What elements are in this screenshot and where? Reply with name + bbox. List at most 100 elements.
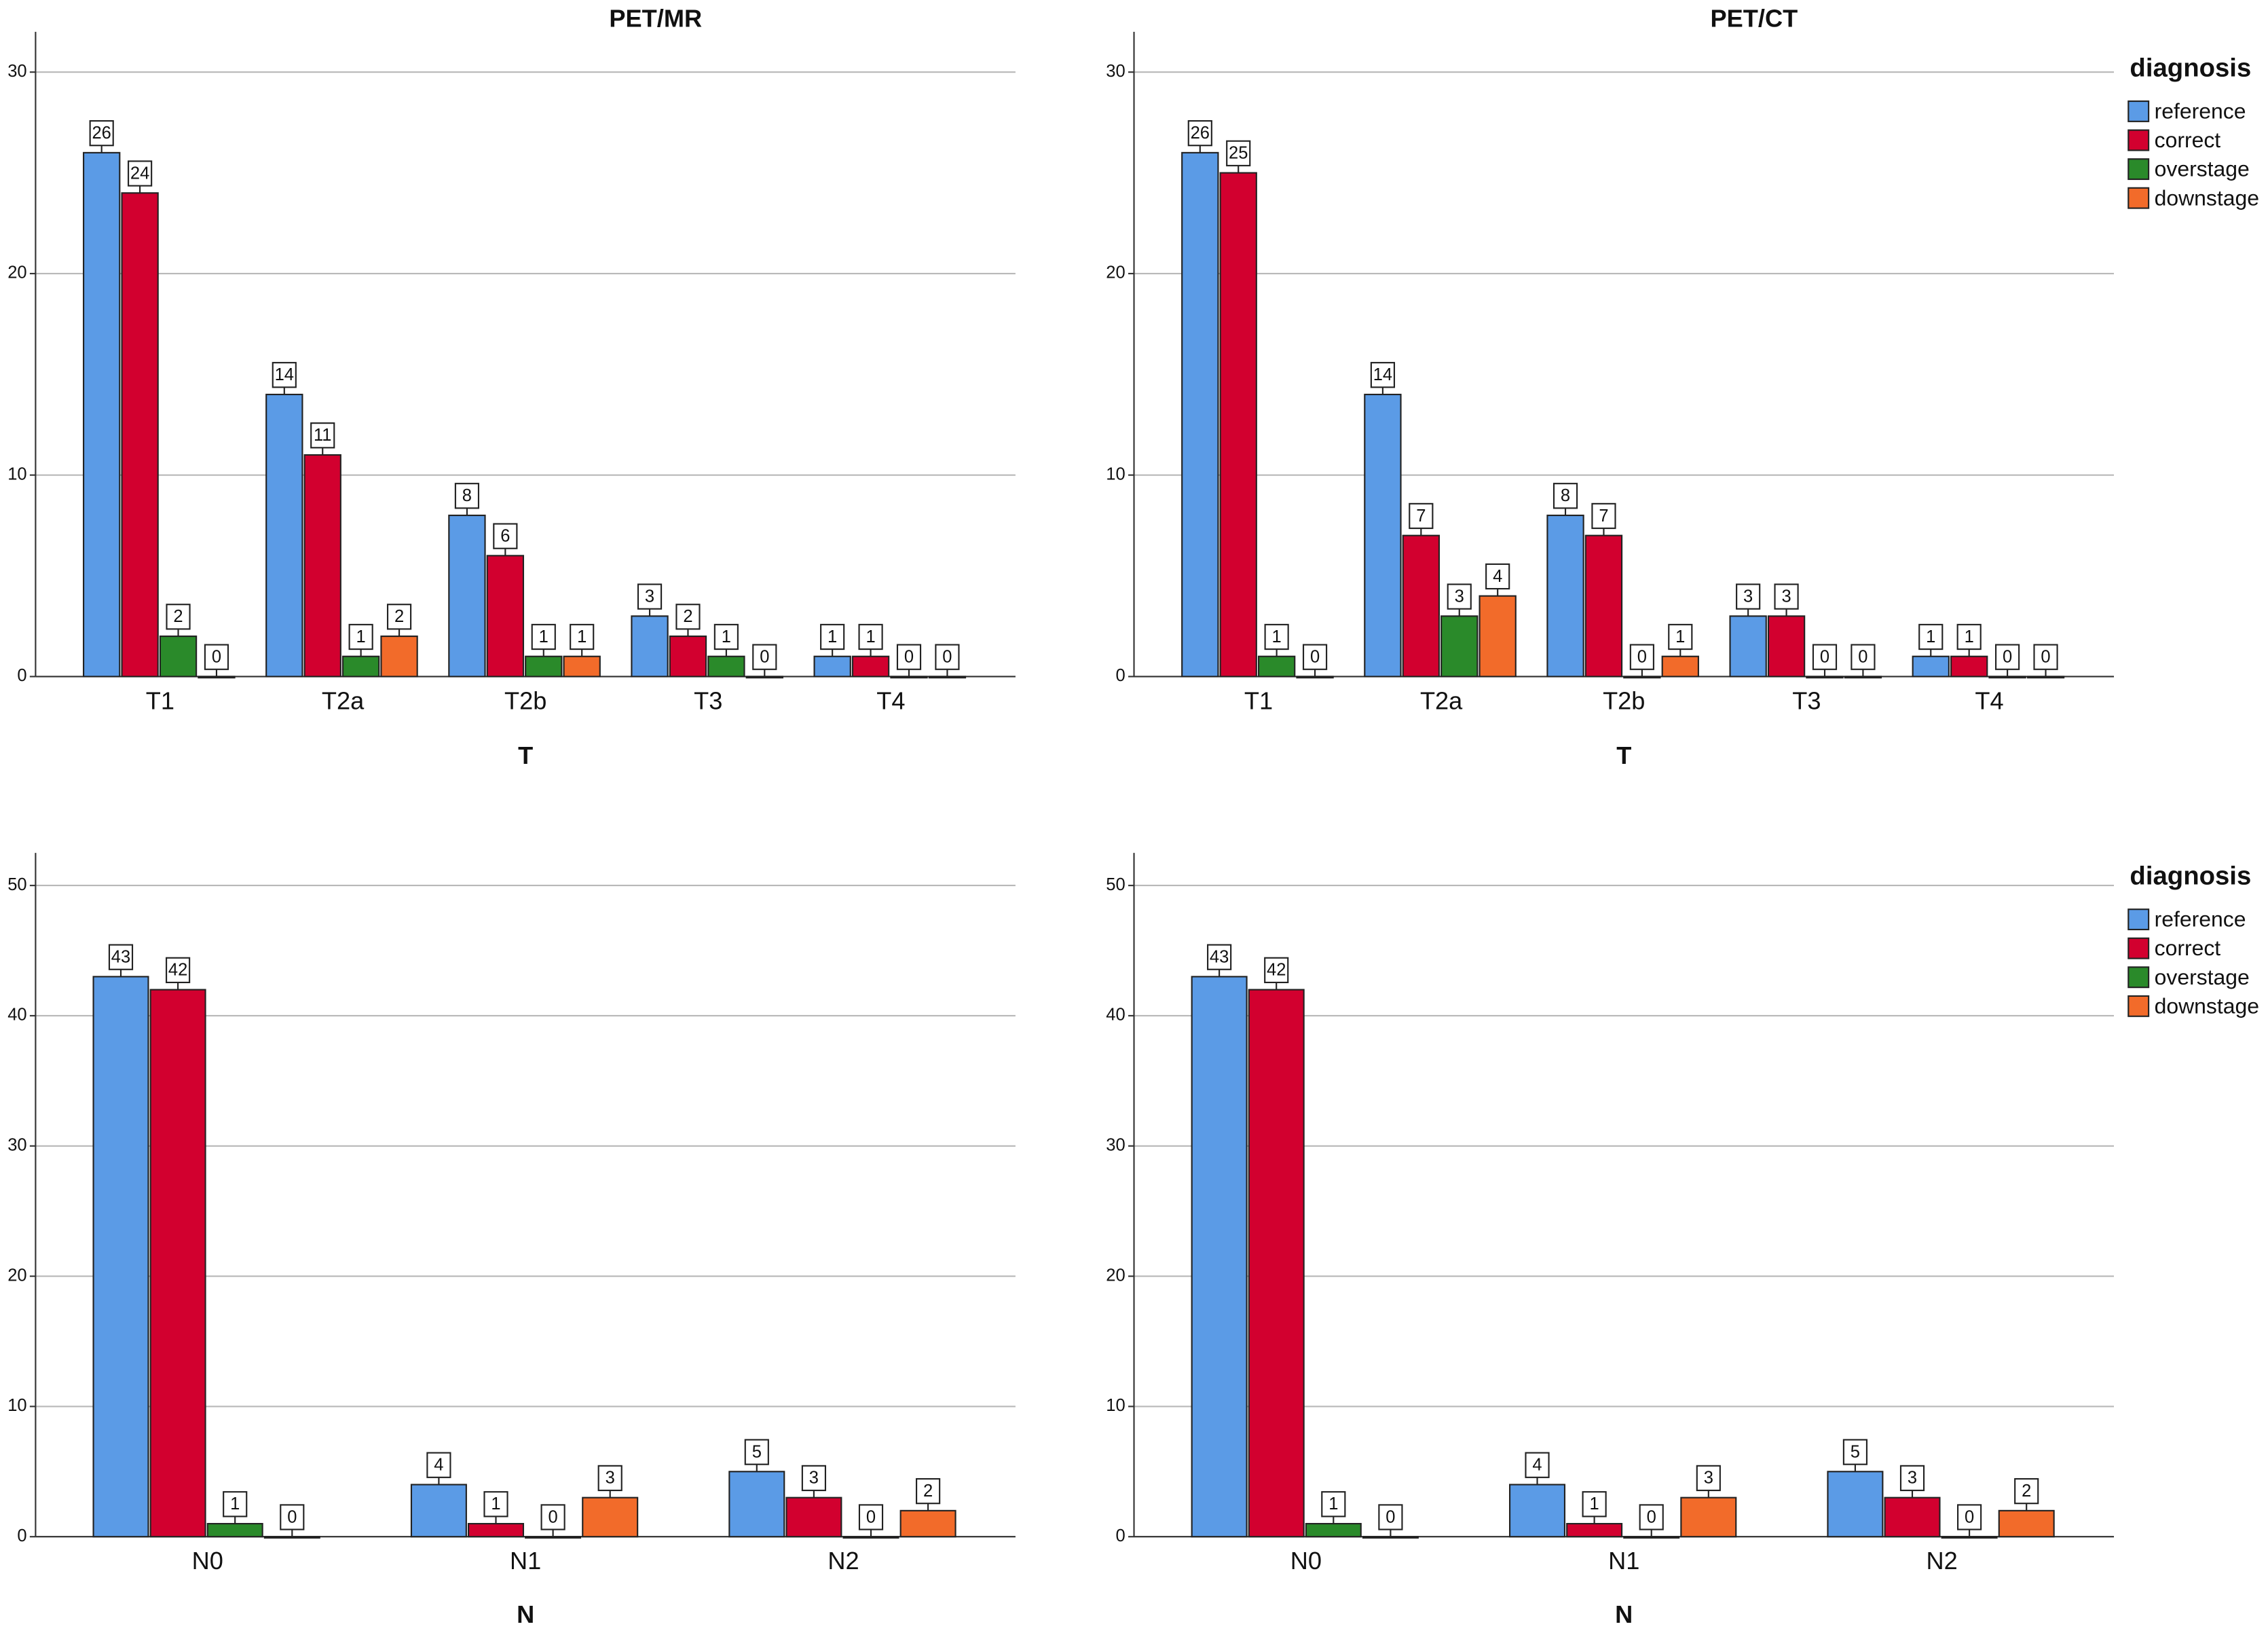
value-label: 8 [1561,486,1570,505]
legend-title: diagnosis [2130,861,2251,890]
bar [707,655,745,678]
legend-swatch [2127,937,2150,959]
x-tick-label: N1 [1608,1547,1639,1575]
value-label: 43 [1210,947,1229,966]
bar [1998,1509,2055,1538]
value-label: 0 [1965,1507,1974,1526]
value-label: 11 [314,426,332,445]
bar [1844,676,1882,679]
bar [198,676,236,679]
value-label: 25 [1229,144,1248,163]
value-label: 2 [923,1482,933,1501]
value-label: 0 [1647,1507,1656,1526]
bar [303,454,341,678]
value-label: 0 [2003,647,2012,666]
bar [745,676,783,679]
bar [899,1509,956,1538]
label-box [1812,644,1838,670]
y-tick-label: 30 [7,62,26,81]
label-box [1187,120,1212,147]
x-axis-label: N [1615,1600,1633,1628]
value-label: 3 [1908,1469,1917,1488]
y-tick-label: 50 [1106,875,1125,894]
label-box [166,957,191,983]
label-box [223,1491,248,1518]
label-box [1851,644,1876,670]
x-tick-label: T4 [1975,686,2003,714]
bar [159,636,198,678]
label-box [108,944,134,970]
x-tick-label: T1 [1244,686,1273,714]
bar [1623,1536,1680,1539]
value-label: 42 [1267,961,1286,980]
label-box [1525,1452,1550,1478]
bar [2026,676,2065,679]
label-box [597,1465,622,1492]
legend-label: correct [2155,936,2221,960]
value-label: 1 [1328,1494,1338,1513]
bar [1440,615,1479,678]
label-box [1378,1504,1403,1530]
label-box [2033,644,2058,670]
value-label: 7 [1599,507,1608,526]
bar [448,514,486,678]
x-tick-label: T1 [146,686,174,714]
value-label: 3 [645,587,654,606]
x-axis-label: N [517,1600,534,1628]
y-tick-label: 0 [1116,1526,1126,1545]
value-label: 0 [866,1507,876,1526]
label-box [858,1504,884,1530]
y-tick-label: 50 [7,875,26,894]
bar [1248,989,1305,1538]
label-box [386,604,412,630]
label-box [1918,623,1944,650]
value-label: 0 [1820,647,1829,666]
bar [263,1536,320,1539]
bar [92,976,149,1538]
label-box [1591,502,1616,530]
bar [525,655,563,678]
label-box [637,583,663,610]
bar [1402,534,1440,678]
label-box [675,604,701,630]
label-box [1995,644,2020,670]
bar [785,1496,842,1538]
y-tick-label: 20 [1106,263,1125,282]
value-label: 3 [1704,1469,1713,1488]
value-label: 2 [683,607,692,626]
label-box [1736,583,1761,610]
label-box [570,623,595,650]
value-label: 1 [828,627,837,646]
value-label: 4 [434,1456,443,1475]
x-tick-label: T3 [694,686,722,714]
value-label: 0 [904,647,914,666]
legend-label: reference [2155,99,2246,124]
label-box [1956,623,1982,650]
bar [1950,655,1988,678]
label-box [540,1504,565,1530]
y-tick-label: 20 [7,263,26,282]
value-label: 14 [1373,365,1392,384]
label-box [1264,957,1289,983]
value-label: 0 [2041,647,2050,666]
bar [1806,676,1844,679]
value-label: 5 [752,1442,762,1461]
value-label: 1 [230,1494,240,1513]
bar [1941,1536,1998,1539]
chart-title: PET/MR [609,4,702,32]
label-box [752,644,777,670]
label-box [896,644,922,670]
value-label: 0 [1310,647,1320,666]
bar [1181,151,1219,678]
bar [582,1496,639,1538]
value-label: 3 [606,1469,615,1488]
x-tick-label: N0 [192,1547,223,1575]
value-label: 3 [809,1469,819,1488]
label-box [1409,502,1434,530]
legend-swatch [2127,187,2150,209]
bar [1680,1496,1737,1538]
label-box [348,623,373,650]
y-tick-label: 40 [1106,1006,1125,1025]
value-label: 0 [942,647,952,666]
x-tick-label: N1 [510,1547,541,1575]
